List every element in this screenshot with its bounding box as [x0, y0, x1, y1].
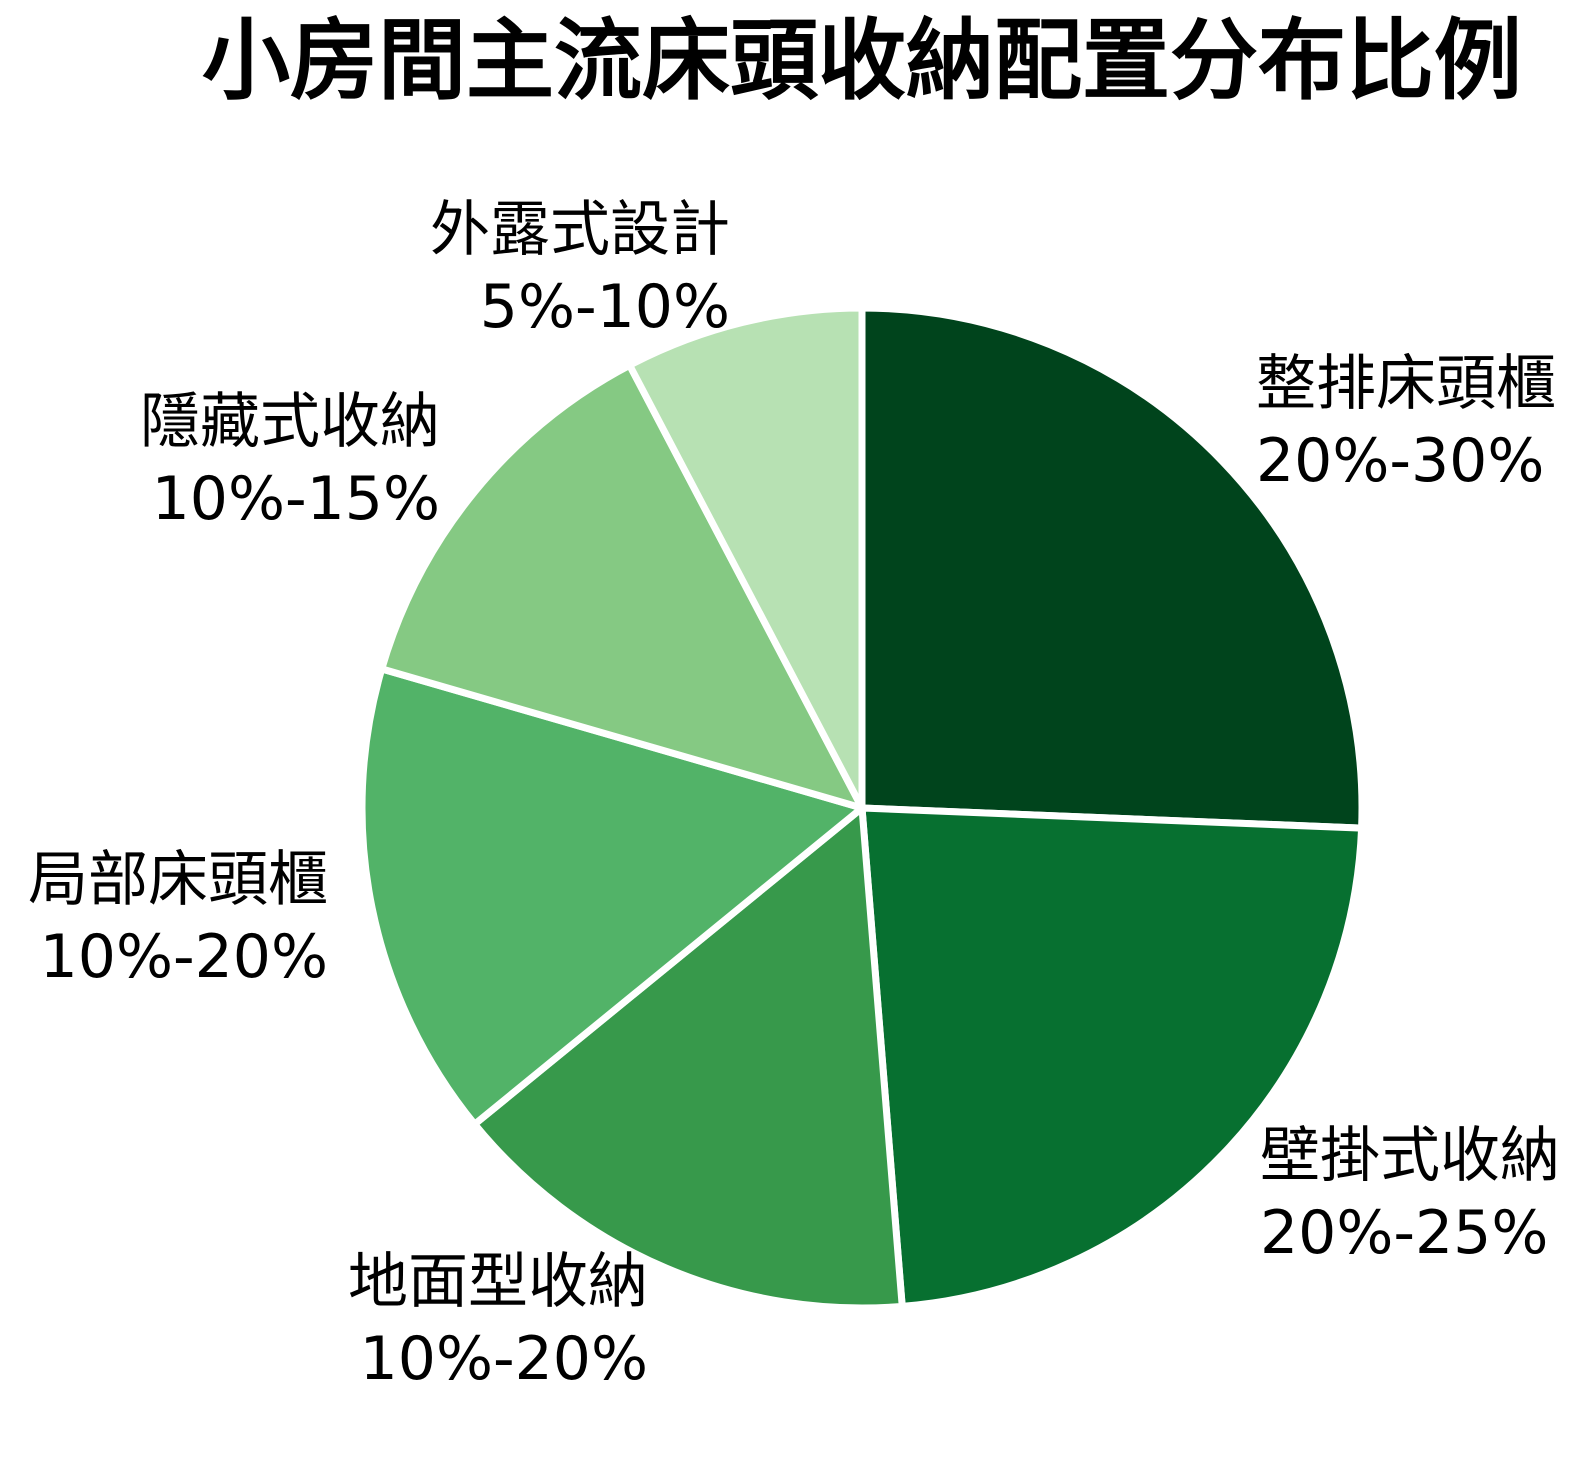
slice-label-name: 隱藏式收納: [140, 387, 440, 457]
slice-label-name: 壁掛式收納: [1260, 1121, 1560, 1191]
slice-label-1: 整排床頭櫃 20%-30%: [1256, 346, 1556, 500]
slice-label-name: 地面型收納: [348, 1247, 648, 1317]
slice-label-5: 隱藏式收納 10%-15%: [140, 384, 440, 538]
slice-label-value: 10%-15%: [151, 464, 440, 534]
slice-label-name: 局部床頭櫃: [28, 845, 328, 915]
chart-title: 小房間主流床頭收納配置分布比例: [201, 9, 1523, 112]
pie-slice-6: [626, 304, 866, 812]
slice-label-name: 整排床頭櫃: [1256, 349, 1556, 419]
slice-label-value: 10%-20%: [39, 922, 328, 992]
pie-slice-5: [378, 361, 866, 812]
pie-slice-4: [358, 665, 866, 1128]
slice-label-6: 外露式設計 5%-10%: [430, 192, 730, 346]
slice-label-name: 外露式設計: [430, 195, 730, 265]
slice-label-2: 壁掛式收納 20%-25%: [1260, 1118, 1560, 1272]
slice-label-value: 20%-25%: [1260, 1198, 1549, 1268]
pie-slice-2: [858, 804, 1366, 1310]
pie-slice-3: [471, 804, 906, 1312]
slice-label-value: 10%-20%: [359, 1324, 648, 1394]
slice-label-4: 局部床頭櫃 10%-20%: [28, 842, 328, 996]
slice-label-value: 20%-30%: [1256, 426, 1545, 496]
slice-label-3: 地面型收納 10%-20%: [348, 1244, 648, 1398]
pie-slice-1: [858, 304, 1366, 832]
slice-label-value: 5%-10%: [479, 272, 730, 342]
